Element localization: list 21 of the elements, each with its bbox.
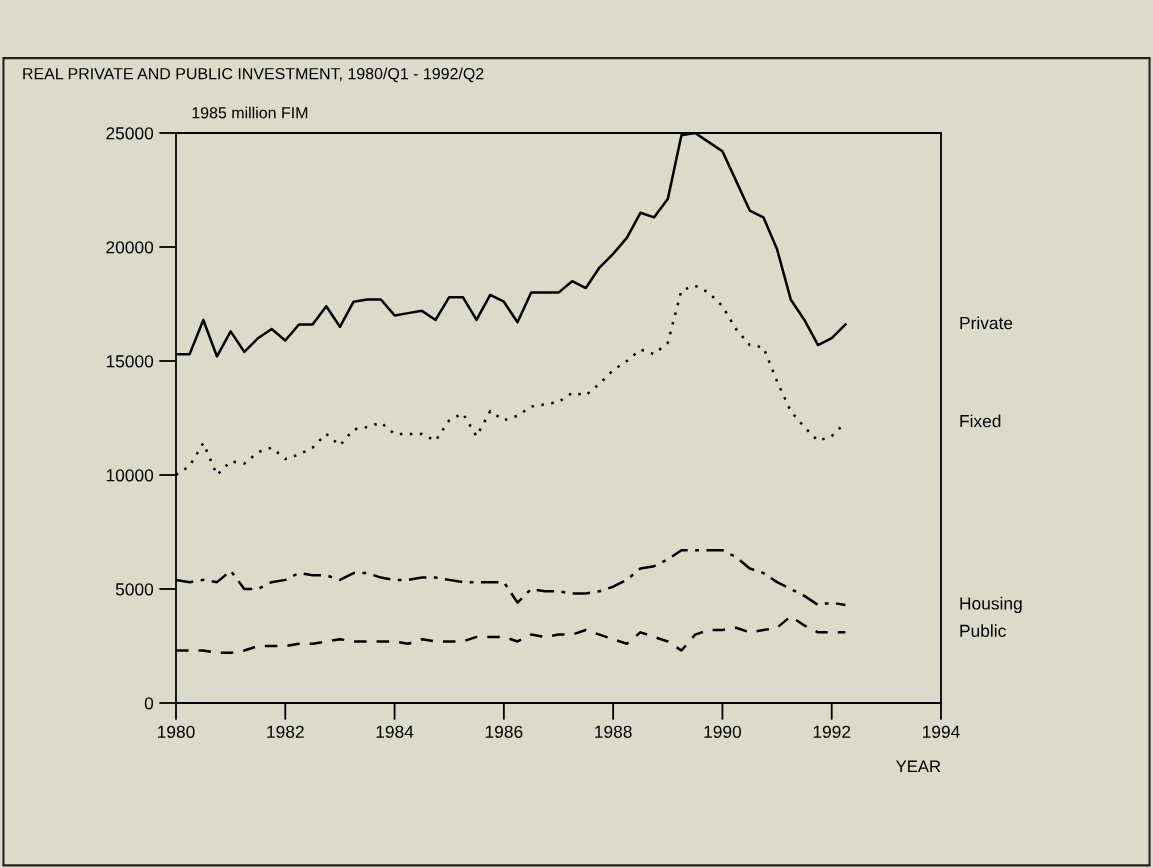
y-tick-label: 25000 [106, 127, 154, 140]
x-tick-label: 1984 [376, 725, 414, 738]
y-tick-label: 0 [144, 697, 154, 710]
text: Private [960, 316, 1013, 330]
x-tick-label: 1982 [267, 725, 304, 738]
y-tick-label: 10000 [106, 469, 154, 482]
y-axis-title: 1985 million FIM [192, 106, 308, 119]
y-tick-label: 20000 [106, 241, 154, 254]
text: Housing [960, 596, 1022, 614]
x-tick-label: 1980 [158, 725, 195, 738]
x-tick-label: 1988 [595, 725, 632, 738]
x-tick-label: 1990 [704, 725, 742, 738]
x-axis-title: YEAR [895, 760, 941, 773]
text: Public [960, 624, 1006, 637]
x-tick-label: 1992 [813, 725, 851, 738]
x-tick-label: 1986 [485, 725, 523, 738]
x-tick-label: 1994 [923, 725, 960, 738]
chart-title: REAL PRIVATE AND PUBLIC INVESTMENT, 1980/Q1 - 1992/Q2 [23, 67, 484, 83]
y-tick-label: 15000 [106, 355, 154, 368]
y-tick-label: 5000 [115, 583, 154, 596]
text: Fixed [960, 414, 1001, 428]
